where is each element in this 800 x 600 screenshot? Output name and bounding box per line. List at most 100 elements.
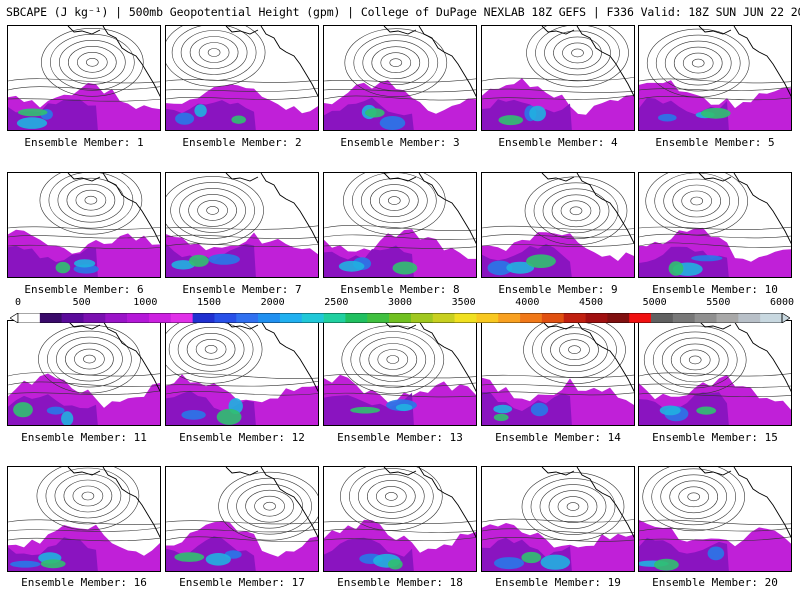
map-svg xyxy=(639,467,791,571)
map-svg xyxy=(324,173,476,277)
cape-max-cell xyxy=(17,108,48,117)
coastline xyxy=(698,321,791,393)
height-contour xyxy=(206,206,219,215)
height-contour xyxy=(166,373,318,379)
colorbar-tick-label: 3500 xyxy=(451,297,476,308)
height-contour xyxy=(349,468,434,525)
height-contour xyxy=(166,536,318,543)
height-contour xyxy=(188,194,237,227)
map-svg xyxy=(166,467,318,571)
colorbar-bin xyxy=(585,313,608,323)
height-contour xyxy=(359,337,427,382)
cape-max-cell xyxy=(10,560,41,568)
height-contour xyxy=(639,536,791,542)
cape-max-cell xyxy=(658,113,677,122)
height-contour xyxy=(8,244,160,249)
colorbar-bin xyxy=(716,313,739,323)
cape-max-cell xyxy=(387,559,403,570)
ensemble-member-label: Ensemble Member: 7 xyxy=(182,283,302,296)
coastline xyxy=(541,321,634,393)
colorbar-bin xyxy=(498,313,521,323)
height-contour xyxy=(166,225,318,230)
height-contour xyxy=(367,480,416,513)
height-contour xyxy=(544,30,611,76)
cape-max-cell xyxy=(189,254,209,267)
ensemble-member-map xyxy=(638,25,792,131)
cape-max-cell xyxy=(16,117,48,129)
height-contour xyxy=(688,355,702,365)
height-contour xyxy=(482,518,634,523)
sbcape-colorbar xyxy=(9,308,791,324)
height-contour xyxy=(380,52,412,74)
height-contour xyxy=(189,36,239,69)
map-svg xyxy=(166,321,318,425)
map-svg xyxy=(166,26,318,130)
cape-max-cell xyxy=(231,115,246,124)
cape-max-cell xyxy=(208,253,240,265)
height-contour xyxy=(482,225,634,231)
height-contour xyxy=(482,391,634,396)
ensemble-member-map xyxy=(7,466,161,572)
height-contour xyxy=(482,243,634,247)
height-contour xyxy=(324,382,476,387)
map-svg xyxy=(639,321,791,425)
coastline xyxy=(67,26,160,98)
cape-max-cell xyxy=(530,402,549,417)
height-contour xyxy=(482,88,634,93)
height-contour xyxy=(376,486,407,507)
cape-max-cell xyxy=(338,260,365,272)
ensemble-member-label: Ensemble Member: 10 xyxy=(652,283,778,296)
coastline xyxy=(541,173,634,245)
ensemble-member-map xyxy=(165,172,319,278)
colorbar-tick-label: 5000 xyxy=(642,297,667,308)
ensemble-member-map xyxy=(481,320,635,426)
ensemble-member-map xyxy=(7,172,161,278)
height-contour xyxy=(8,86,160,91)
height-contour xyxy=(166,95,318,100)
height-contour xyxy=(170,182,255,239)
height-contour xyxy=(482,95,634,100)
cape-max-cell xyxy=(171,260,195,270)
height-contour xyxy=(197,200,228,221)
cape-max-cell xyxy=(691,255,723,262)
height-contour xyxy=(344,28,448,98)
height-contour xyxy=(353,34,439,92)
height-contour xyxy=(691,58,705,68)
cape-max-cell xyxy=(659,405,681,416)
colorbar-tick-label: 5500 xyxy=(706,297,731,308)
height-contour xyxy=(670,343,720,377)
height-contour xyxy=(168,321,254,378)
height-contour xyxy=(535,26,620,82)
ensemble-member-label: Ensemble Member: 6 xyxy=(24,283,144,296)
cape-shading-core xyxy=(639,246,729,277)
height-contour xyxy=(84,195,98,205)
height-contour xyxy=(77,51,108,73)
ensemble-member-map xyxy=(7,320,161,426)
coastline xyxy=(541,26,634,98)
cape-max-cell xyxy=(205,553,231,566)
height-contour xyxy=(539,484,607,529)
coastline xyxy=(541,467,634,539)
cape-max-cell xyxy=(498,115,524,126)
ensemble-member-label: Ensemble Member: 4 xyxy=(498,136,618,149)
height-contour xyxy=(385,492,398,501)
cape-max-cell xyxy=(529,105,546,122)
colorbar-tick-label: 3000 xyxy=(387,297,413,308)
colorbar-tick-label: 1500 xyxy=(196,297,222,308)
cape-max-cell xyxy=(74,259,96,268)
height-contour xyxy=(377,349,409,370)
height-contour xyxy=(324,392,476,398)
height-contour xyxy=(557,496,589,517)
height-contour xyxy=(166,234,318,239)
height-contour xyxy=(560,200,592,222)
height-contour xyxy=(571,48,584,58)
colorbar-tick-label: 2500 xyxy=(324,297,349,308)
height-contour xyxy=(524,176,628,246)
colorbar-bin xyxy=(345,313,368,323)
height-contour xyxy=(198,42,230,63)
coastline xyxy=(698,467,791,539)
height-contour xyxy=(651,468,737,526)
height-contour xyxy=(541,327,608,373)
height-contour xyxy=(664,40,732,86)
height-contour xyxy=(679,349,711,371)
